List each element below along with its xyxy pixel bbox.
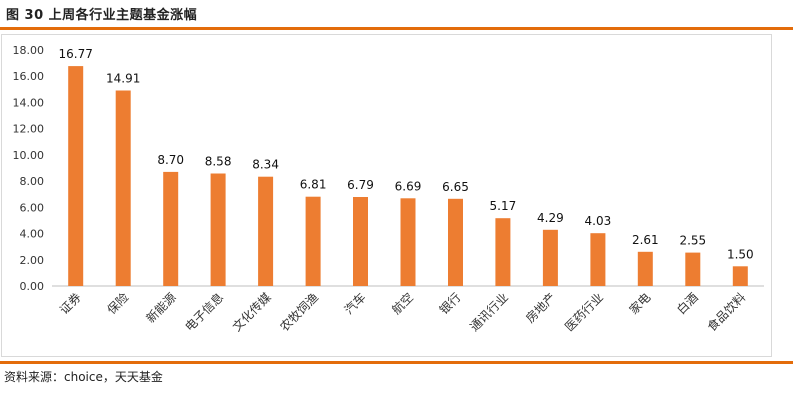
- bar: [495, 218, 511, 286]
- x-category-label: 白酒: [673, 290, 701, 318]
- bar: [448, 198, 463, 286]
- bar: [163, 171, 179, 286]
- data-label: 1.50: [727, 247, 754, 261]
- x-axis-categories: 证券 保险 新能源 电子信息 文化传媒 农牧饲渔 汽车 航空 银行 通讯行业 房地产 医药行业 家电 白酒…: [56, 290, 748, 335]
- y-tick-label: 10.00: [13, 149, 45, 162]
- top-divider: [0, 27, 793, 30]
- y-tick-label: 6.00: [20, 201, 45, 214]
- x-category-label: 汽车: [341, 290, 369, 318]
- y-tick-label: 2.00: [20, 254, 45, 267]
- x-category-label: 保险: [104, 290, 132, 318]
- y-tick-label: 16.00: [13, 70, 45, 83]
- bar: [590, 233, 606, 286]
- chart-frame: [1, 34, 772, 357]
- x-category-label: 银行: [437, 290, 464, 317]
- bottom-divider: [0, 361, 793, 364]
- data-label: 2.55: [679, 234, 706, 248]
- data-label: 6.65: [442, 180, 469, 194]
- bar: [115, 90, 131, 286]
- data-label: 6.81: [300, 178, 327, 192]
- y-tick-label: 8.00: [20, 175, 45, 188]
- x-category-label: 证券: [56, 290, 84, 318]
- bar: [305, 196, 321, 286]
- data-label: 4.03: [585, 214, 612, 228]
- source-note: 资料来源：choice，天天基金: [4, 370, 163, 384]
- bar: [637, 251, 653, 286]
- x-category-label: 家电: [626, 290, 654, 318]
- bars: [68, 66, 748, 286]
- bar: [685, 252, 701, 286]
- y-tick-label: 18.00: [13, 44, 45, 57]
- y-tick-label: 0.00: [20, 280, 45, 293]
- y-tick-label: 4.00: [20, 228, 45, 241]
- x-category-label: 文化传媒: [229, 290, 274, 335]
- data-label: 6.79: [347, 178, 374, 192]
- data-label: 8.34: [252, 158, 279, 172]
- data-label: 2.61: [632, 233, 659, 247]
- bar: [400, 198, 416, 286]
- x-category-label: 医药行业: [562, 290, 606, 334]
- bar: [732, 266, 748, 286]
- data-labels: 16.77 14.91 8.70 8.58 8.34 6.81 6.79 6.69 6.65 5.…: [59, 47, 754, 261]
- data-label: 5.17: [490, 199, 517, 213]
- data-label: 8.58: [205, 155, 232, 169]
- x-category-label: 通讯行业: [467, 290, 511, 334]
- data-label: 16.77: [59, 47, 93, 61]
- y-tick-label: 14.00: [13, 96, 45, 109]
- x-category-label: 电子信息: [182, 290, 227, 335]
- data-label: 6.69: [395, 179, 422, 193]
- x-category-label: 食品饮料: [704, 290, 749, 335]
- bar: [210, 173, 226, 286]
- figure-title: 图 30 上周各行业主题基金涨幅: [6, 8, 198, 23]
- bar: [68, 66, 84, 286]
- data-label: 8.70: [157, 153, 184, 167]
- x-category-label: 房地产: [522, 290, 558, 326]
- bar: [353, 197, 368, 286]
- data-label: 4.29: [537, 211, 564, 225]
- bar: [542, 229, 558, 286]
- x-category-label: 农牧饲渔: [277, 290, 321, 334]
- y-tick-label: 12.00: [13, 123, 45, 136]
- x-category-label: 航空: [389, 290, 417, 318]
- x-category-label: 新能源: [143, 290, 179, 326]
- y-axis: 0.00 2.00 4.00 6.00 8.00 10.00 12.00 14.00 16.00…: [13, 44, 764, 293]
- data-label: 14.91: [106, 72, 140, 86]
- bar: [258, 176, 274, 286]
